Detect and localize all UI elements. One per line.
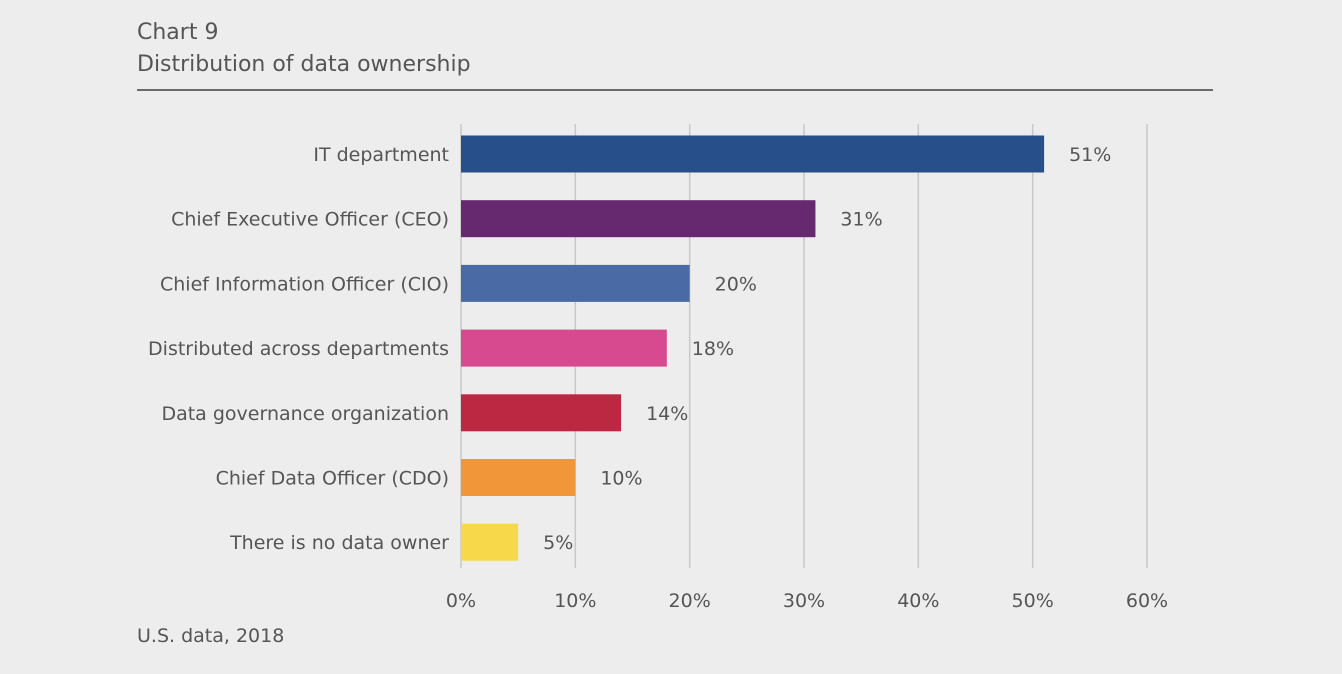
bar	[461, 135, 1045, 173]
value-label: 51%	[1069, 144, 1111, 166]
bar	[461, 523, 519, 561]
bar	[461, 264, 690, 302]
value-label: 14%	[646, 403, 688, 425]
gridlines	[460, 124, 1148, 568]
category-label: Chief Data Officer (CDO)	[216, 468, 449, 490]
category-label: IT department	[313, 144, 449, 166]
bar	[461, 394, 622, 432]
bar	[461, 200, 816, 238]
x-tick-label: 30%	[783, 590, 825, 612]
bar	[461, 329, 667, 367]
value-label: 31%	[840, 209, 882, 231]
category-label: Chief Information Officer (CIO)	[160, 273, 449, 295]
value-label: 5%	[543, 532, 573, 554]
category-label: There is no data owner	[229, 532, 449, 554]
x-tick-label: 10%	[554, 590, 596, 612]
chart-title: Distribution of data ownership	[137, 52, 471, 77]
value-label: 10%	[600, 468, 642, 490]
source-note: U.S. data, 2018	[137, 625, 285, 647]
value-labels: 51% 31% 20% 18% 14% 10% 5%	[543, 144, 1111, 554]
x-axis-ticks: 0% 10% 20% 30% 40% 50% 60%	[446, 590, 1168, 612]
x-tick-label: 0%	[446, 590, 476, 612]
x-tick-label: 20%	[669, 590, 711, 612]
category-label: Distributed across departments	[148, 338, 449, 360]
value-label: 20%	[715, 273, 757, 295]
category-label: Data governance organization	[161, 403, 449, 425]
bars	[461, 135, 1045, 561]
title-divider	[137, 89, 1213, 91]
x-tick-label: 50%	[1012, 590, 1054, 612]
value-label: 18%	[692, 338, 734, 360]
bar	[461, 459, 576, 496]
category-label: Chief Executive Officer (CEO)	[171, 209, 449, 231]
category-labels: IT department Chief Executive Officer (CE…	[148, 144, 449, 554]
x-tick-label: 40%	[897, 590, 939, 612]
chart-number: Chart 9	[137, 20, 219, 45]
x-tick-label: 60%	[1126, 590, 1168, 612]
